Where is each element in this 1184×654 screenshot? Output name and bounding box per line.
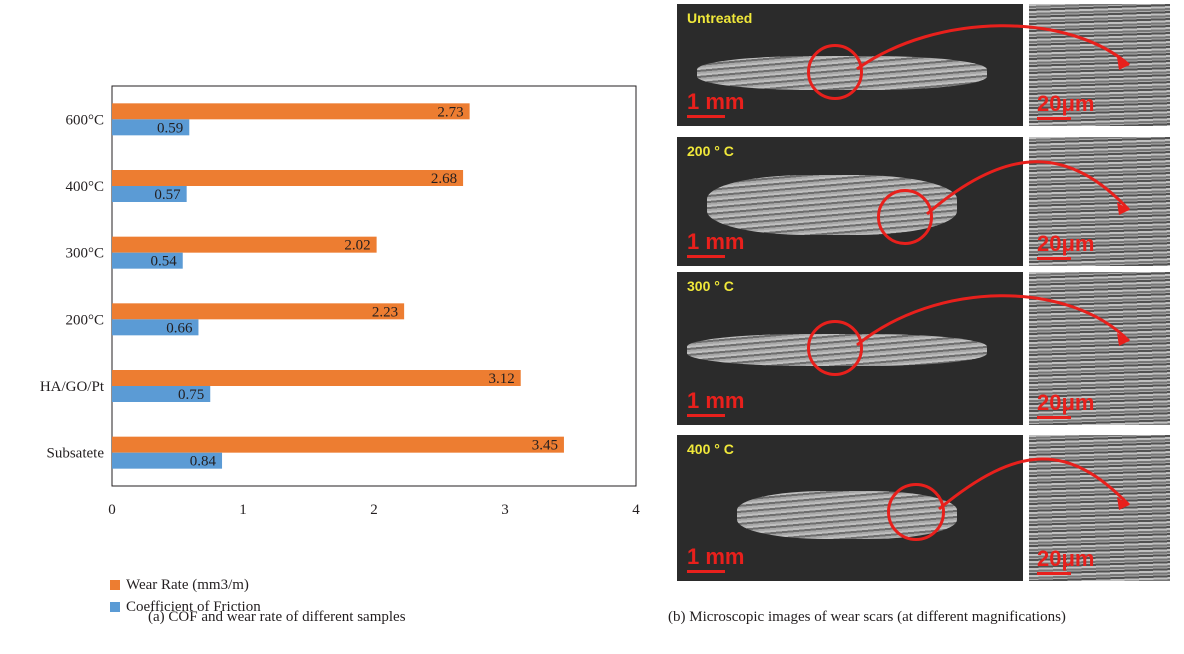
bar-chart: 3.45 0.84 Subsatete 3.12 0.75 HA/GO/Pt 2.23 0.6…: [40, 85, 640, 518]
labels-group: 3.45 0.84 Subsatete 3.12 0.75 HA/GO/Pt 2.23 0.6…: [40, 104, 640, 518]
micrograph-high-mag: 20μm: [1029, 137, 1170, 266]
scale-label-high: 20μm: [1037, 390, 1095, 415]
scale-label-high: 20μm: [1037, 91, 1095, 116]
scale-label-high: 20μm: [1037, 546, 1095, 571]
legend-item-wear: Wear Rate (mm3/m): [110, 574, 261, 596]
data-label-cof: 0.59: [157, 120, 183, 136]
scale-bar-low: 1 mm: [687, 89, 744, 118]
x-tick-label: 0: [108, 502, 116, 518]
highlight-circle: [877, 189, 933, 245]
category-label: 300°C: [65, 246, 104, 262]
data-label-cof: 0.57: [154, 187, 181, 203]
micrograph-low-mag: 300 ° C 1 mm: [677, 272, 1023, 425]
scale-line-low: [687, 115, 725, 118]
data-label-wear-rate: 3.12: [488, 371, 514, 387]
legend-swatch-wear: [110, 580, 120, 590]
data-label-cof: 0.54: [150, 254, 177, 270]
legend-item-cof: Coefficient of Friction: [110, 596, 261, 618]
data-label-cof: 0.66: [166, 320, 193, 336]
scale-label-high: 20μm: [1037, 231, 1095, 256]
scale-bar-high: 20μm: [1037, 546, 1095, 575]
bar-cof: [112, 386, 211, 402]
bar-wear-rate: [112, 170, 464, 186]
micrograph-label: 400 ° C: [687, 441, 734, 457]
scale-line-high: [1037, 416, 1071, 419]
micrograph-high-mag: 20μm: [1029, 272, 1170, 425]
scale-label-low: 1 mm: [687, 229, 745, 254]
data-label-cof: 0.75: [178, 387, 204, 403]
micrograph-low-mag: 200 ° C 1 mm: [677, 137, 1023, 266]
scale-label-low: 1 mm: [687, 89, 745, 114]
data-label-wear-rate: 2.68: [431, 171, 457, 187]
bar-wear-rate: [112, 236, 377, 253]
scale-bar-high: 20μm: [1037, 91, 1095, 120]
scale-line-low: [687, 414, 725, 417]
data-label-wear-rate: 3.45: [532, 438, 558, 454]
micrograph-high-mag: 20μm: [1029, 4, 1170, 126]
data-label-cof: 0.84: [190, 454, 217, 470]
bar-wear-rate: [112, 436, 564, 453]
category-label: HA/GO/Pt: [40, 379, 105, 395]
scale-line-low: [687, 570, 725, 573]
legend-label-wear: Wear Rate (mm3/m): [126, 577, 249, 593]
scale-line-low: [687, 255, 725, 258]
data-label-wear-rate: 2.02: [344, 238, 370, 254]
x-tick-label: 4: [632, 502, 640, 518]
highlight-circle: [807, 320, 863, 376]
scale-label-low: 1 mm: [687, 388, 745, 413]
micrograph-label: 300 ° C: [687, 278, 734, 294]
category-label: 200°C: [65, 312, 104, 328]
micrograph-label: 200 ° C: [687, 143, 734, 159]
scale-bar-low: 1 mm: [687, 544, 744, 573]
category-label: 600°C: [65, 112, 104, 128]
micrograph-low-mag: Untreated 1 mm: [677, 4, 1023, 126]
bar-cof: [112, 252, 183, 269]
legend-swatch-cof: [110, 602, 120, 612]
highlight-circle: [807, 44, 863, 100]
legend-label-cof: Coefficient of Friction: [126, 599, 261, 615]
category-label: 400°C: [65, 179, 104, 195]
x-tick-label: 3: [501, 502, 509, 518]
legend: Wear Rate (mm3/m) Coefficient of Frictio…: [110, 574, 261, 618]
bar-wear-rate: [112, 303, 405, 320]
bar-cof: [112, 186, 187, 202]
scale-bar-low: 1 mm: [687, 229, 744, 258]
scale-bar-high: 20μm: [1037, 390, 1095, 419]
caption-b: (b) Microscopic images of wear scars (at…: [668, 609, 1066, 625]
category-label: Subsatete: [47, 446, 105, 462]
micrograph-label: Untreated: [687, 10, 753, 26]
bar-cof: [112, 452, 223, 469]
data-label-wear-rate: 2.23: [372, 304, 398, 320]
micrograph-high-mag: 20μm: [1029, 435, 1170, 581]
bars-group: [112, 103, 564, 469]
plot-area-frame: [111, 85, 637, 487]
scale-line-high: [1037, 257, 1071, 260]
scale-label-low: 1 mm: [687, 544, 745, 569]
scale-bar-high: 20μm: [1037, 231, 1095, 260]
scale-line-high: [1037, 572, 1071, 575]
bar-wear-rate: [112, 370, 521, 386]
scale-line-high: [1037, 117, 1071, 120]
bar-cof: [112, 319, 199, 336]
x-tick-label: 2: [370, 502, 378, 518]
bar-wear-rate: [112, 103, 470, 120]
bar-cof: [112, 119, 190, 136]
caption-a: (a) COF and wear rate of different sampl…: [148, 609, 406, 625]
x-tick-label: 1: [239, 502, 247, 518]
scale-bar-low: 1 mm: [687, 388, 744, 417]
micrograph-low-mag: 400 ° C 1 mm: [677, 435, 1023, 581]
highlight-circle: [887, 483, 945, 541]
data-label-wear-rate: 2.73: [437, 104, 463, 120]
